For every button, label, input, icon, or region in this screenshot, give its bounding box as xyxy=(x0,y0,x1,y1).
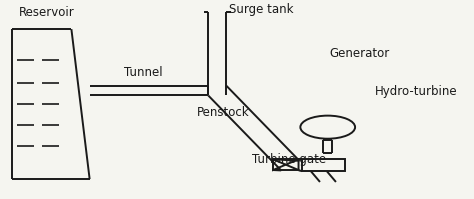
Text: Hydro-turbine: Hydro-turbine xyxy=(375,85,457,98)
Text: Reservoir: Reservoir xyxy=(19,7,75,20)
Bar xyxy=(302,159,345,171)
Text: Tunnel: Tunnel xyxy=(124,66,163,79)
Text: Turbine gate: Turbine gate xyxy=(252,153,326,166)
Text: Generator: Generator xyxy=(329,47,389,60)
Text: Penstock: Penstock xyxy=(197,106,249,119)
Text: Surge tank: Surge tank xyxy=(229,3,293,16)
